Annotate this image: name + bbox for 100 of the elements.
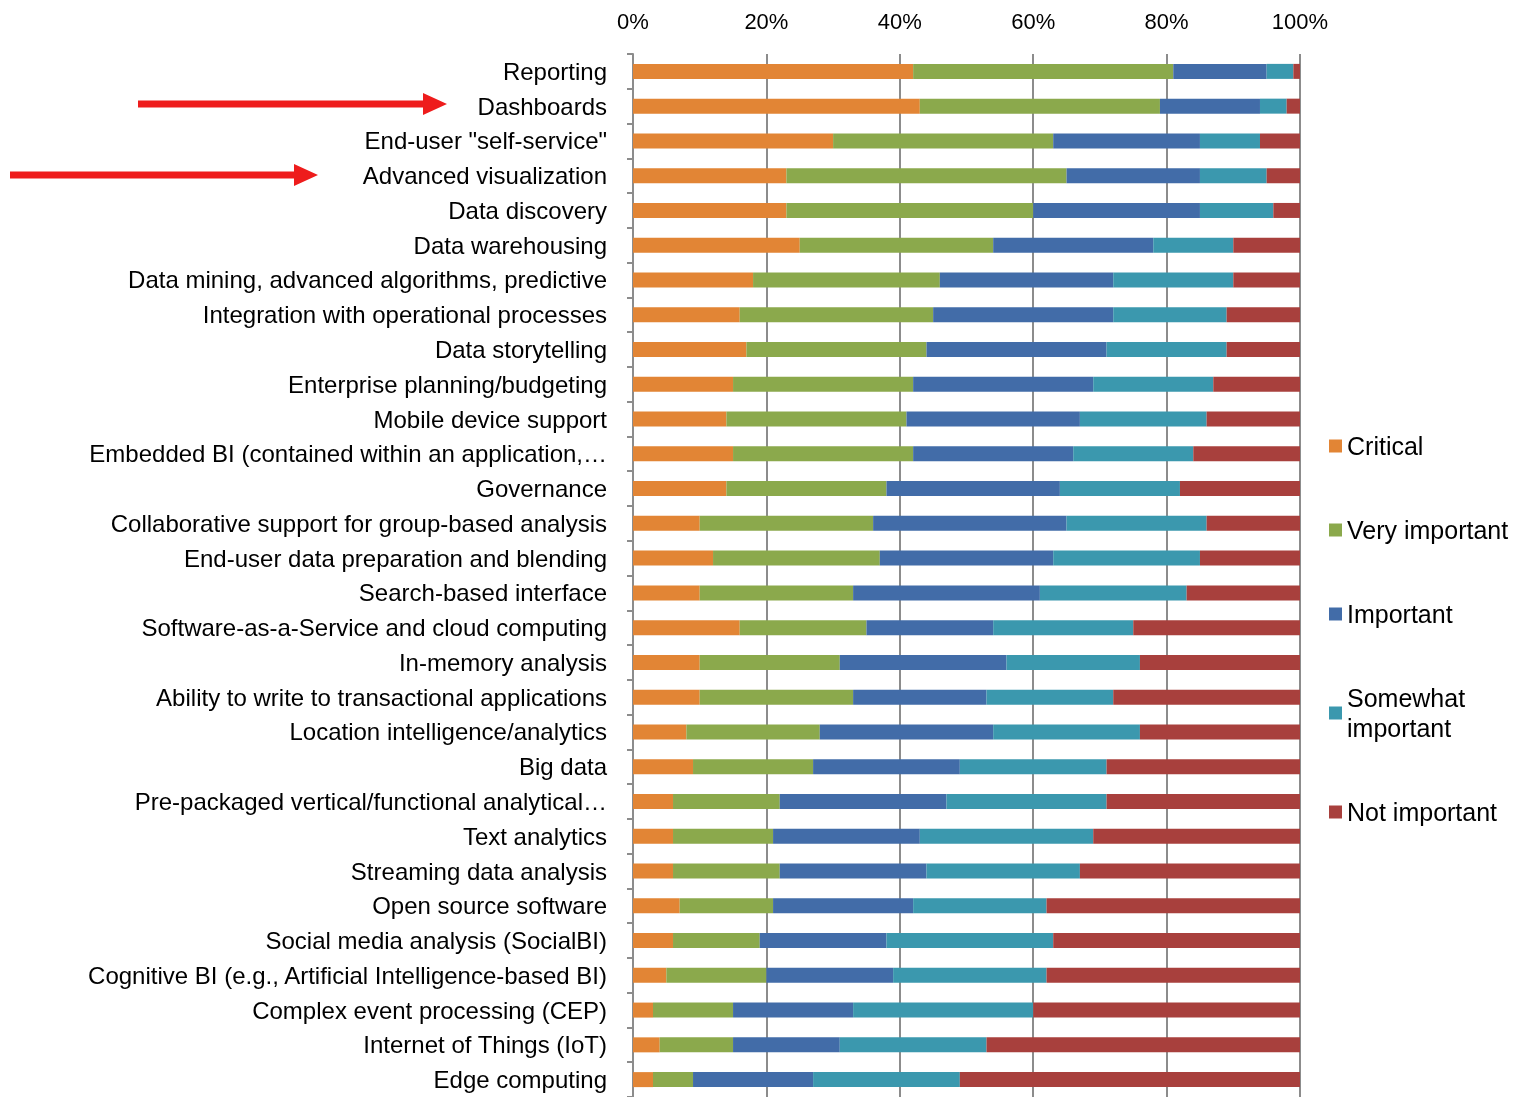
bar [633, 168, 787, 184]
bar [893, 967, 1047, 983]
bar [633, 237, 800, 253]
bar [986, 689, 1114, 705]
bar [653, 1072, 694, 1088]
bar [906, 411, 1080, 427]
bar [633, 724, 687, 740]
bar [633, 585, 700, 601]
bar [633, 1002, 654, 1018]
bar [1226, 342, 1300, 358]
legend-label: Somewhat important [1347, 684, 1473, 742]
bar [913, 376, 1094, 392]
bar [926, 342, 1107, 358]
bar [766, 967, 894, 983]
legend-label: Not important [1347, 798, 1498, 826]
y-tick-label: Text analytics [462, 822, 607, 850]
bar [633, 272, 754, 288]
bar [879, 550, 1054, 566]
y-tick-label: Data mining, advanced algorithms, predictive [128, 266, 607, 294]
x-tick-label: 0% [617, 8, 649, 34]
y-tick-label: Data storytelling [434, 336, 607, 364]
bar [1259, 133, 1300, 149]
bar [1199, 202, 1274, 218]
bar [1273, 202, 1300, 218]
bar [913, 63, 1174, 79]
bar [633, 481, 727, 497]
bar [1106, 793, 1300, 809]
bar [653, 1002, 734, 1018]
bar [1053, 550, 1200, 566]
bar [726, 411, 907, 427]
bar [633, 620, 740, 636]
y-tick-label: Ability to write to transactional applications [156, 683, 607, 711]
bar [673, 828, 774, 844]
y-tick-label: End-user "self-service" [364, 127, 607, 155]
bar [633, 898, 680, 914]
bar [1199, 168, 1267, 184]
bar [673, 793, 780, 809]
bar [1213, 376, 1300, 392]
bar [919, 98, 1160, 114]
bar [633, 793, 674, 809]
bar [633, 63, 914, 79]
x-tick-label: 100% [1271, 8, 1329, 34]
bar [1199, 133, 1260, 149]
bar [786, 168, 1067, 184]
bar [733, 1037, 840, 1053]
bar [699, 689, 854, 705]
y-tick-label: Open source software [372, 892, 607, 920]
y-tick-label: End-user data preparation and blending [184, 544, 607, 572]
y-tick-label: Social media analysis (SocialBI) [265, 927, 607, 955]
bar [853, 585, 1040, 601]
bar [959, 1072, 1300, 1088]
bar [1233, 237, 1300, 253]
bar [699, 585, 854, 601]
bar [813, 1072, 960, 1088]
bar [1113, 689, 1300, 705]
bar [713, 550, 880, 566]
y-tick-label: Reporting [502, 57, 607, 85]
bar [739, 620, 867, 636]
bar [733, 376, 914, 392]
bar [1106, 759, 1300, 775]
bar [746, 342, 927, 358]
y-tick-label: Integration with operational processes [202, 301, 607, 329]
bar [1039, 585, 1187, 601]
bar [633, 307, 740, 323]
bar [1193, 446, 1300, 462]
bar [1266, 168, 1300, 184]
bar [866, 620, 994, 636]
bar [633, 863, 674, 879]
bar [1259, 98, 1287, 114]
bar [1226, 307, 1300, 323]
bar [673, 863, 780, 879]
bar [1093, 376, 1214, 392]
bar [633, 689, 700, 705]
bar [839, 654, 1007, 670]
bar [1266, 63, 1294, 79]
y-tick-label: Data warehousing [413, 231, 607, 259]
y-tick-label: Embedded BI (contained within an application,… [89, 440, 607, 468]
bar [666, 967, 767, 983]
bar [1079, 411, 1207, 427]
bar [1159, 98, 1260, 114]
y-tick-label: Software-as-a-Service and cloud computing [141, 614, 607, 642]
bar [853, 689, 987, 705]
bar [733, 446, 914, 462]
bar [926, 863, 1080, 879]
bar [873, 515, 1067, 531]
bar [886, 481, 1060, 497]
x-tick-label: 60% [1011, 8, 1056, 34]
bar [1173, 63, 1267, 79]
y-tick-label: Dashboards [477, 92, 607, 120]
y-tick-label: Mobile device support [373, 405, 608, 433]
bar [1139, 654, 1300, 670]
y-tick-label: Big data [518, 753, 608, 781]
y-tick-label: In-memory analysis [398, 648, 607, 676]
bar [1006, 654, 1140, 670]
bar [1133, 620, 1300, 636]
y-tick-label: Advanced visualization [362, 162, 607, 190]
bar [853, 1002, 1034, 1018]
bar [939, 272, 1114, 288]
bar [726, 481, 887, 497]
bar [919, 828, 1094, 844]
